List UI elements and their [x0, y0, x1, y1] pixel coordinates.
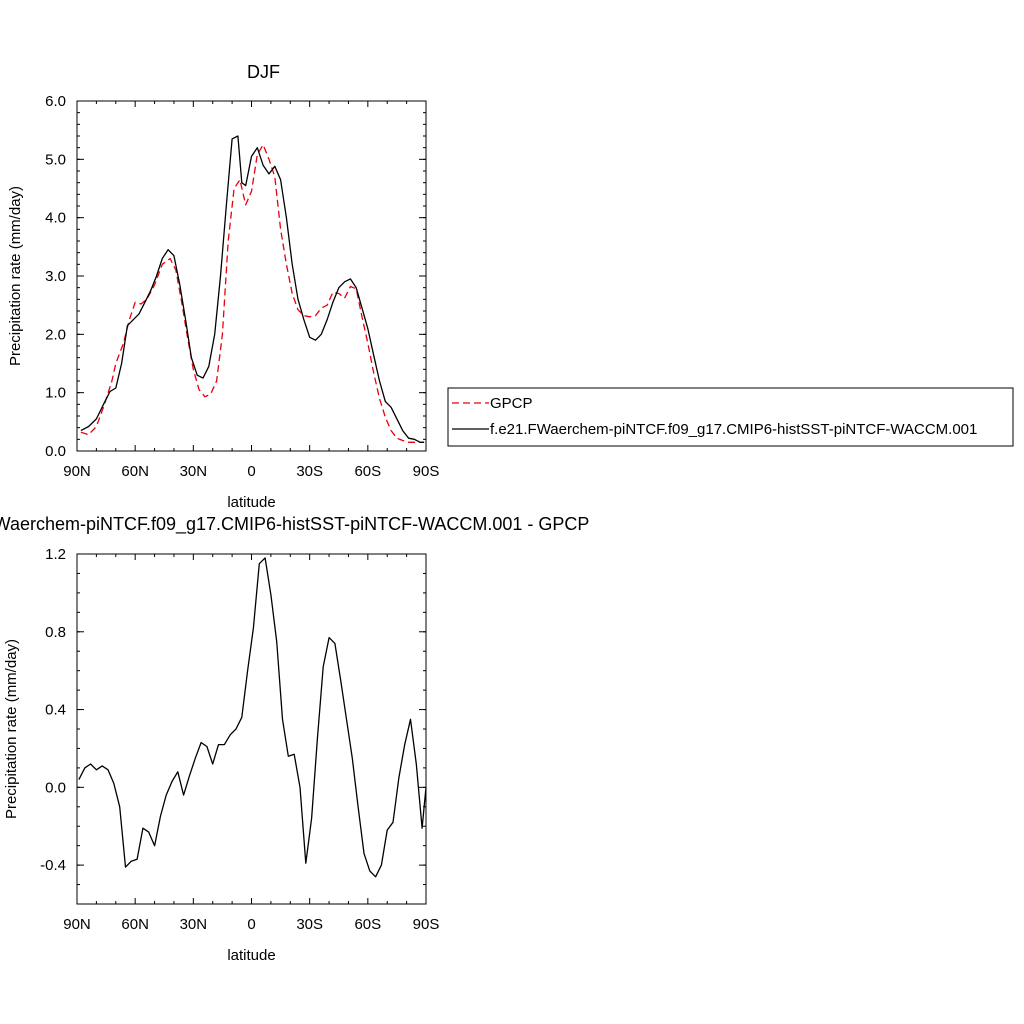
x-tick-label: 90N [63, 463, 91, 480]
x-tick-label: 30N [180, 916, 208, 933]
x-tick-label: 30N [180, 463, 208, 480]
y-tick-label: 3.0 [45, 268, 66, 285]
y-tick-label: 2.0 [45, 326, 66, 343]
series-line-difference [78, 557, 427, 878]
chart-title: f.e21.FWaerchem-piNTCF.f09_g17.CMIP6-his… [0, 514, 589, 535]
x-axis-label: latitude [227, 494, 275, 511]
x-axis-label: latitude [227, 947, 275, 964]
series-line-gpcp [80, 144, 425, 443]
x-tick-label: 0 [247, 463, 255, 480]
x-tick-label: 60N [121, 463, 149, 480]
y-axis-label: Precipitation rate (mm/day) [7, 186, 24, 366]
legend-label: f.e21.FWaerchem-piNTCF.f09_g17.CMIP6-his… [490, 421, 977, 438]
y-tick-label: 5.0 [45, 151, 66, 168]
y-tick-label: -0.4 [40, 857, 66, 874]
legend-box [447, 387, 1014, 447]
y-tick-label: 4.0 [45, 210, 66, 227]
y-tick-label: 0.0 [45, 779, 66, 796]
x-tick-label: 90S [413, 463, 440, 480]
x-tick-label: 30S [296, 463, 323, 480]
panel-bottom: 90N 60N 30N 0 30S 60S 90S -0.4 0.0 0.4 0.8 1.2 f.e21… [0, 514, 589, 964]
y-tick-label: 1.2 [45, 546, 66, 563]
series-line-model [80, 135, 425, 443]
y-axis-label: Precipitation rate (mm/day) [3, 639, 20, 819]
y-tick-label: 6.0 [45, 93, 66, 110]
x-tick-label: 30S [296, 916, 323, 933]
x-tick-label: 0 [247, 916, 255, 933]
x-tick-label: 90N [63, 916, 91, 933]
legend: GPCP f.e21.FWaerchem-piNTCF.f09_g17.CMIP6… [447, 387, 1014, 447]
x-tick-label: 60N [121, 916, 149, 933]
chart-title: DJF [247, 62, 280, 82]
y-tick-label: 0.4 [45, 702, 66, 719]
x-tick-label: 90S [413, 916, 440, 933]
x-tick-label: 60S [354, 463, 381, 480]
y-tick-label: 0.8 [45, 624, 66, 641]
y-tick-label: 0.0 [45, 443, 66, 460]
plot-frame [76, 553, 427, 905]
x-tick-label: 60S [354, 916, 381, 933]
panel-top: 90N 60N 30N 0 30S 60S 90S 0.0 1.0 2.0 3.0 4.0 5.0 6.0… [7, 62, 439, 511]
legend-label: GPCP [490, 395, 533, 412]
plot-frame [76, 100, 427, 452]
y-tick-label: 1.0 [45, 385, 66, 402]
